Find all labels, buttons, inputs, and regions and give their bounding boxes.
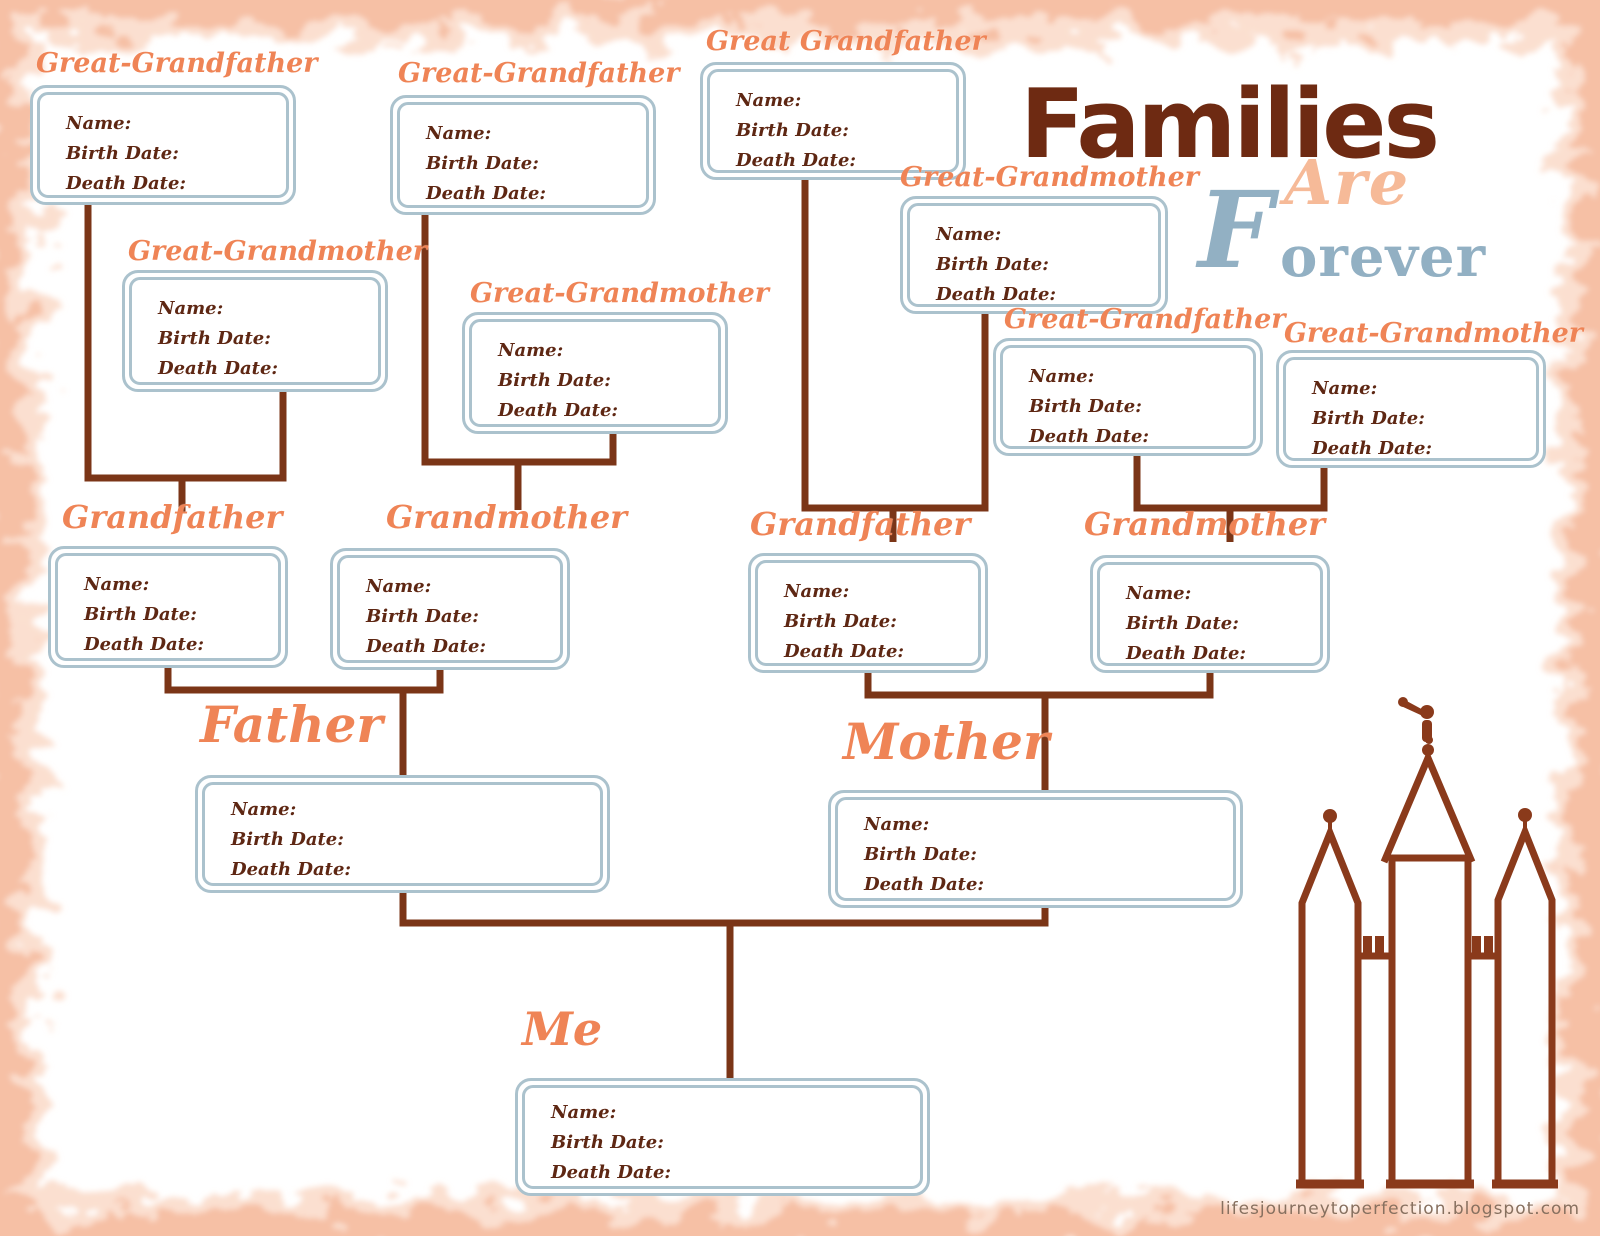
great-grandfather-1-label: Great-Grandfather xyxy=(36,48,318,79)
watermark-url: lifesjourneytoperfection.blogspot.com xyxy=(1220,1199,1580,1219)
grandmother-paternal-field-name: Name: xyxy=(366,576,432,597)
grandmother-paternal-label: Grandmother xyxy=(386,498,628,536)
great-grandmother-4-fields: Name: Birth Date: Death Date: xyxy=(1283,357,1539,461)
me-field-birth-date: Birth Date: xyxy=(551,1132,664,1153)
great-grandmother-3-field-name: Name: xyxy=(936,224,1002,245)
great-grandfather-3-label: Great Grandfather xyxy=(706,26,986,57)
great-grandmother-1-fields: Name: Birth Date: Death Date: xyxy=(129,277,381,385)
great-grandmother-1-field-death-date: Death Date: xyxy=(158,358,279,379)
grandmother-maternal-field-name: Name: xyxy=(1126,583,1192,604)
father-box: Name: Birth Date: Death Date: xyxy=(195,775,610,893)
grandfather-maternal-field-name: Name: xyxy=(784,581,850,602)
great-grandfather-3-field-death-date: Death Date: xyxy=(736,150,857,171)
great-grandmother-3-label: Great-Grandmother xyxy=(900,162,1200,193)
great-grandmother-4-box: Name: Birth Date: Death Date: xyxy=(1276,350,1546,468)
great-grandfather-1-fields: Name: Birth Date: Death Date: xyxy=(37,92,289,198)
mother-box: Name: Birth Date: Death Date: xyxy=(828,790,1243,908)
great-grandfather-1-field-death-date: Death Date: xyxy=(66,173,187,194)
grandmother-maternal-field-birth-date: Birth Date: xyxy=(1126,613,1239,634)
grandmother-maternal-label: Grandmother xyxy=(1084,505,1326,543)
title-families: Families xyxy=(1020,70,1440,180)
great-grandfather-2-box: Name: Birth Date: Death Date: xyxy=(390,95,656,215)
great-grandmother-4-field-name: Name: xyxy=(1312,378,1378,399)
great-grandmother-2-box: Name: Birth Date: Death Date: xyxy=(462,312,728,434)
great-grandfather-1-field-name: Name: xyxy=(66,113,132,134)
grandfather-paternal-label: Grandfather xyxy=(62,498,283,536)
great-grandmother-3-field-birth-date: Birth Date: xyxy=(936,254,1049,275)
great-grandmother-2-label: Great-Grandmother xyxy=(470,278,770,309)
great-grandfather-2-label: Great-Grandfather xyxy=(398,58,680,89)
me-fields: Name: Birth Date: Death Date: xyxy=(522,1085,923,1189)
grandfather-paternal-fields: Name: Birth Date: Death Date: xyxy=(55,553,281,661)
mother-label: Mother xyxy=(843,712,1050,771)
great-grandfather-4-label: Great-Grandfather xyxy=(1004,304,1286,335)
great-grandfather-2-field-death-date: Death Date: xyxy=(426,183,547,204)
great-grandmother-3-fields: Name: Birth Date: Death Date: xyxy=(907,203,1161,307)
great-grandfather-3-field-birth-date: Birth Date: xyxy=(736,120,849,141)
grandmother-maternal-fields: Name: Birth Date: Death Date: xyxy=(1097,562,1323,666)
great-grandmother-3-box: Name: Birth Date: Death Date: xyxy=(900,196,1168,314)
grandfather-maternal-label: Grandfather xyxy=(750,505,971,543)
great-grandmother-4-field-death-date: Death Date: xyxy=(1312,438,1433,459)
father-field-name: Name: xyxy=(231,799,297,820)
great-grandmother-1-label: Great-Grandmother xyxy=(128,236,428,267)
grandmother-paternal-box: Name: Birth Date: Death Date: xyxy=(330,548,570,670)
grandmother-paternal-field-death-date: Death Date: xyxy=(366,636,487,657)
great-grandfather-2-field-birth-date: Birth Date: xyxy=(426,153,539,174)
grandmother-paternal-fields: Name: Birth Date: Death Date: xyxy=(337,555,563,663)
mother-field-death-date: Death Date: xyxy=(864,874,985,895)
salt-lake-temple-icon xyxy=(1296,697,1558,1189)
mother-field-birth-date: Birth Date: xyxy=(864,844,977,865)
great-grandmother-1-box: Name: Birth Date: Death Date: xyxy=(122,270,388,392)
great-grandfather-4-box: Name: Birth Date: Death Date: xyxy=(993,338,1263,456)
great-grandfather-2-field-name: Name: xyxy=(426,123,492,144)
great-grandmother-2-fields: Name: Birth Date: Death Date: xyxy=(469,319,721,427)
grandmother-maternal-box: Name: Birth Date: Death Date: xyxy=(1090,555,1330,673)
great-grandmother-1-field-name: Name: xyxy=(158,298,224,319)
title-forever-initial: F xyxy=(1198,167,1274,292)
father-fields: Name: Birth Date: Death Date: xyxy=(202,782,603,886)
pedigree-connector-lines xyxy=(84,178,1328,1081)
great-grandfather-4-fields: Name: Birth Date: Death Date: xyxy=(1000,345,1256,449)
great-grandmother-2-field-birth-date: Birth Date: xyxy=(498,370,611,391)
great-grandfather-1-box: Name: Birth Date: Death Date: xyxy=(30,85,296,205)
great-grandfather-4-field-birth-date: Birth Date: xyxy=(1029,396,1142,417)
grandmother-paternal-field-birth-date: Birth Date: xyxy=(366,606,479,627)
me-label: Me xyxy=(522,1002,603,1056)
great-grandfather-3-fields: Name: Birth Date: Death Date: xyxy=(707,69,959,173)
great-grandmother-4-label: Great-Grandmother xyxy=(1284,318,1584,349)
great-grandmother-2-field-death-date: Death Date: xyxy=(498,400,619,421)
me-field-death-date: Death Date: xyxy=(551,1162,672,1183)
father-field-death-date: Death Date: xyxy=(231,859,352,880)
me-box: Name: Birth Date: Death Date: xyxy=(515,1078,930,1196)
mother-fields: Name: Birth Date: Death Date: xyxy=(835,797,1236,901)
great-grandfather-4-field-death-date: Death Date: xyxy=(1029,426,1150,447)
me-field-name: Name: xyxy=(551,1102,617,1123)
great-grandfather-4-field-name: Name: xyxy=(1029,366,1095,387)
grandfather-maternal-field-birth-date: Birth Date: xyxy=(784,611,897,632)
title-are: Are xyxy=(1284,146,1411,219)
grandfather-maternal-box: Name: Birth Date: Death Date: xyxy=(748,553,988,673)
father-field-birth-date: Birth Date: xyxy=(231,829,344,850)
great-grandmother-3-field-death-date: Death Date: xyxy=(936,284,1057,305)
grandfather-paternal-box: Name: Birth Date: Death Date: xyxy=(48,546,288,668)
father-label: Father xyxy=(200,695,383,754)
great-grandmother-4-field-birth-date: Birth Date: xyxy=(1312,408,1425,429)
great-grandfather-3-field-name: Name: xyxy=(736,90,802,111)
grandfather-maternal-fields: Name: Birth Date: Death Date: xyxy=(755,560,981,666)
grandfather-maternal-field-death-date: Death Date: xyxy=(784,641,905,662)
great-grandfather-2-fields: Name: Birth Date: Death Date: xyxy=(397,102,649,208)
grandmother-maternal-field-death-date: Death Date: xyxy=(1126,643,1247,664)
great-grandmother-1-field-birth-date: Birth Date: xyxy=(158,328,271,349)
great-grandmother-2-field-name: Name: xyxy=(498,340,564,361)
grandfather-paternal-field-birth-date: Birth Date: xyxy=(84,604,197,625)
grandfather-paternal-field-name: Name: xyxy=(84,574,150,595)
great-grandfather-3-box: Name: Birth Date: Death Date: xyxy=(700,62,966,180)
mother-field-name: Name: xyxy=(864,814,930,835)
grandfather-paternal-field-death-date: Death Date: xyxy=(84,634,205,655)
great-grandfather-1-field-birth-date: Birth Date: xyxy=(66,143,179,164)
title-forever-rest: orever xyxy=(1280,224,1487,290)
